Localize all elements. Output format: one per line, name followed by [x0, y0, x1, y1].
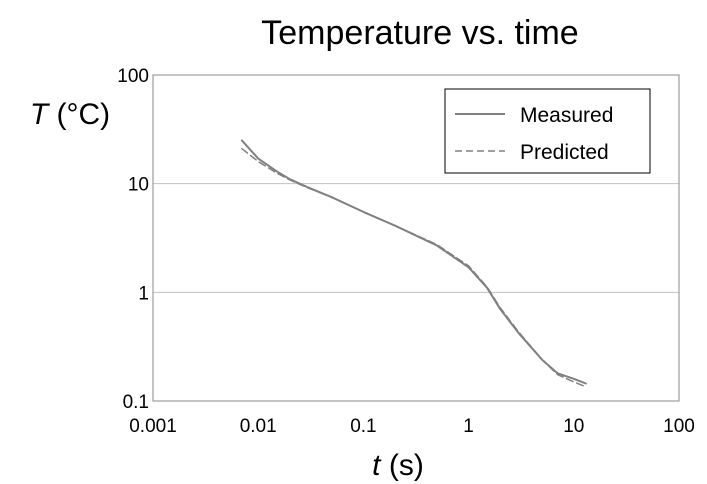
legend-label-predicted: Predicted — [520, 141, 609, 164]
x-axis-label: t (s) — [372, 449, 424, 482]
y-axis-label: T (°C) — [30, 98, 110, 131]
grid-lines — [153, 184, 679, 293]
series-line-measured — [242, 140, 586, 383]
y-tick-labels: 0.1 1 10 100 — [117, 66, 149, 413]
x-tick-label: 0.1 — [350, 416, 376, 437]
legend-label-measured: Measured — [520, 104, 613, 127]
x-tick-label: 0.001 — [129, 416, 177, 437]
y-tick-label: 100 — [117, 66, 149, 87]
y-tick-label: 10 — [128, 175, 149, 196]
y-tick-label: 0.1 — [123, 392, 149, 413]
series-layer — [242, 140, 586, 386]
series-line-predicted — [242, 149, 586, 387]
x-tick-label: 100 — [663, 416, 695, 437]
chart-title: Temperature vs. time — [261, 14, 578, 52]
legend: Measured Predicted — [445, 89, 650, 173]
x-tick-label: 10 — [563, 416, 584, 437]
y-tick-label: 1 — [138, 283, 149, 304]
x-tick-labels: 0.001 0.01 0.1 1 10 100 — [129, 416, 695, 437]
x-tick-label: 1 — [463, 416, 474, 437]
x-tick-label: 0.01 — [240, 416, 277, 437]
x-axis-unit: (s) — [381, 449, 424, 482]
y-axis-unit: (°C) — [48, 98, 110, 131]
